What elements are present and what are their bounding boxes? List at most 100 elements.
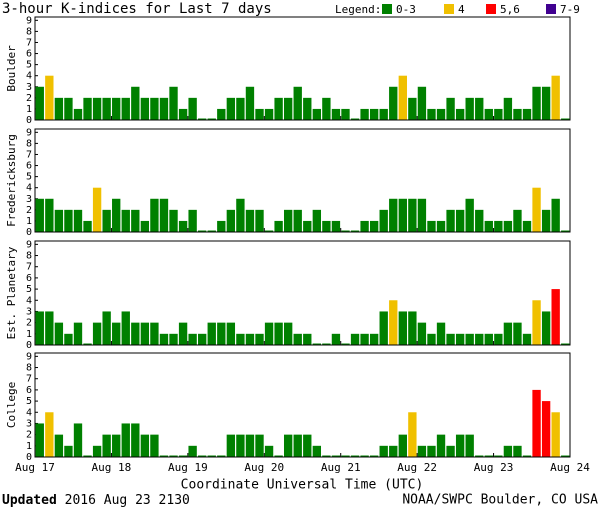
bar bbox=[475, 97, 484, 120]
bar bbox=[140, 434, 150, 457]
bar bbox=[561, 455, 570, 457]
bar bbox=[503, 322, 513, 345]
bar bbox=[541, 86, 551, 120]
bar bbox=[331, 333, 341, 345]
y-tick-label: 7 bbox=[26, 262, 32, 273]
bar bbox=[312, 343, 322, 345]
bar bbox=[178, 455, 188, 457]
bar bbox=[236, 198, 245, 232]
y-axis-label: Fredericksburg bbox=[5, 134, 18, 227]
y-tick-label: 9 bbox=[26, 351, 32, 362]
legend-label: 0-3 bbox=[396, 3, 416, 16]
bar bbox=[322, 343, 331, 345]
bar bbox=[207, 455, 216, 457]
bar bbox=[131, 322, 140, 345]
bar bbox=[389, 198, 398, 232]
bar bbox=[455, 333, 465, 345]
bar bbox=[140, 220, 150, 232]
bar bbox=[217, 108, 226, 120]
bar bbox=[236, 97, 245, 120]
bar bbox=[484, 108, 493, 120]
x-tick-label: Aug 24 bbox=[550, 461, 590, 474]
bar bbox=[169, 209, 178, 232]
bar bbox=[417, 198, 427, 232]
bar bbox=[178, 322, 188, 345]
bar bbox=[207, 230, 216, 232]
y-tick-label: 7 bbox=[26, 374, 32, 385]
bar bbox=[293, 86, 302, 120]
y-tick-label: 0 bbox=[26, 227, 32, 238]
y-tick-label: 0 bbox=[26, 452, 32, 463]
bar bbox=[169, 86, 178, 120]
bar bbox=[73, 209, 83, 232]
x-tick-label: Aug 19 bbox=[168, 461, 208, 474]
bar bbox=[188, 209, 197, 232]
bar bbox=[121, 311, 130, 345]
bar bbox=[169, 455, 178, 457]
bar bbox=[92, 322, 102, 345]
bar bbox=[561, 230, 570, 232]
y-tick-label: 2 bbox=[26, 93, 32, 104]
bar bbox=[198, 118, 207, 120]
bar bbox=[503, 445, 513, 457]
bar bbox=[198, 333, 207, 345]
bar bbox=[513, 108, 522, 120]
bar bbox=[513, 322, 522, 345]
bar bbox=[293, 333, 302, 345]
y-axis-label: Est. Planetary bbox=[5, 246, 18, 339]
y-tick-label: 8 bbox=[26, 138, 32, 149]
bar bbox=[360, 455, 369, 457]
bar bbox=[551, 75, 560, 120]
bar bbox=[484, 220, 493, 232]
bar bbox=[427, 333, 436, 345]
y-tick-label: 4 bbox=[26, 71, 32, 82]
bar bbox=[264, 108, 274, 120]
y-tick-label: 1 bbox=[26, 216, 32, 227]
bar bbox=[312, 209, 322, 232]
y-tick-label: 6 bbox=[26, 161, 32, 172]
bar bbox=[283, 209, 293, 232]
bar bbox=[551, 198, 560, 232]
y-tick-label: 5 bbox=[26, 172, 32, 183]
bar bbox=[217, 455, 226, 457]
legend-label: 7-9 bbox=[560, 3, 580, 16]
bar bbox=[112, 434, 121, 457]
bar bbox=[417, 445, 427, 457]
bar bbox=[455, 434, 465, 457]
bar bbox=[83, 97, 92, 120]
footer-source: NOAA/SWPC Boulder, CO USA bbox=[402, 493, 598, 508]
bar bbox=[465, 97, 474, 120]
bar bbox=[475, 209, 484, 232]
y-tick-label: 2 bbox=[26, 430, 32, 441]
bar bbox=[522, 455, 532, 457]
bar bbox=[341, 108, 350, 120]
bar bbox=[217, 322, 226, 345]
bar bbox=[102, 209, 111, 232]
y-tick-label: 1 bbox=[26, 104, 32, 115]
bar bbox=[226, 322, 236, 345]
y-tick-label: 7 bbox=[26, 149, 32, 160]
bar bbox=[522, 333, 532, 345]
bar bbox=[64, 209, 73, 232]
bar bbox=[455, 209, 465, 232]
bar bbox=[112, 322, 121, 345]
bar bbox=[35, 311, 44, 345]
bar bbox=[427, 220, 436, 232]
bar bbox=[561, 343, 570, 345]
footer-updated: Updated 2016 Aug 23 2130 bbox=[2, 493, 190, 508]
bar bbox=[131, 86, 140, 120]
bar bbox=[532, 300, 541, 345]
bar bbox=[140, 97, 150, 120]
bar bbox=[322, 97, 331, 120]
x-tick-label: Aug 23 bbox=[474, 461, 514, 474]
bar bbox=[446, 209, 455, 232]
bar bbox=[541, 209, 551, 232]
y-tick-label: 5 bbox=[26, 284, 32, 295]
y-tick-label: 1 bbox=[26, 329, 32, 340]
bar bbox=[92, 445, 102, 457]
bar bbox=[255, 333, 264, 345]
bar bbox=[102, 97, 111, 120]
bar bbox=[446, 445, 455, 457]
bar bbox=[341, 230, 350, 232]
